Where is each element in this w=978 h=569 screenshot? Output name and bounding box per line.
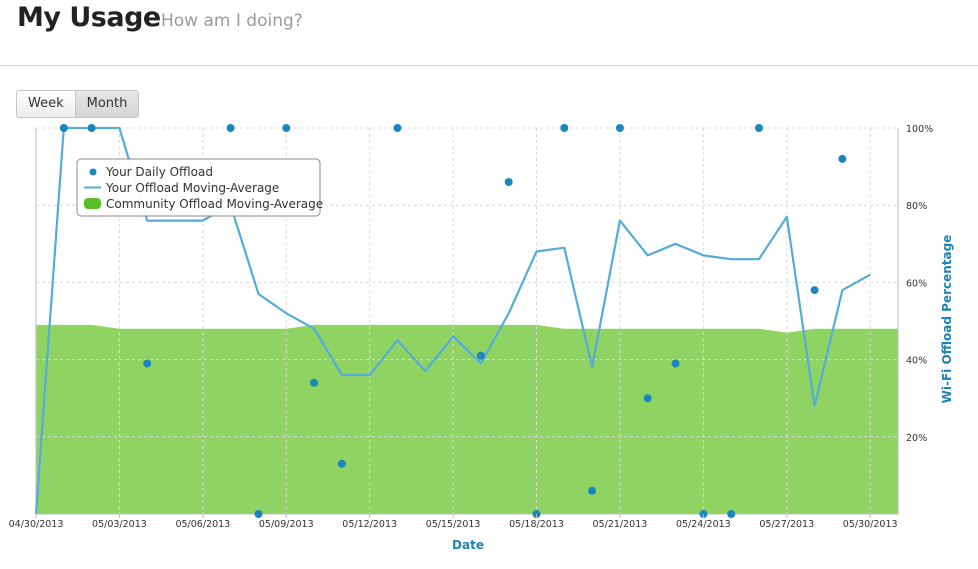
daily-offload-point <box>59 124 68 132</box>
y-tick-label: 40% <box>906 356 927 367</box>
x-axis-title: Date <box>452 538 484 552</box>
daily-offload-point <box>810 286 819 295</box>
daily-offload-point <box>838 154 847 163</box>
legend-label: Your Offload Moving-Average <box>105 181 279 195</box>
y-tick-label: 20% <box>906 433 927 444</box>
daily-offload-point <box>615 124 624 132</box>
y-tick-label: 80% <box>906 201 927 212</box>
page-subtitle: How am I doing? <box>161 11 303 31</box>
legend-swatch-daily-offload <box>89 168 97 176</box>
offload-moving-average-line <box>34 126 871 515</box>
page-title: My Usage <box>17 2 161 33</box>
daily-offload-point <box>393 124 402 132</box>
daily-offload-point <box>755 124 763 132</box>
daily-offload-point <box>337 459 346 468</box>
month-button[interactable]: Month <box>74 91 139 117</box>
x-tick-label: 05/30/2013 <box>843 519 898 530</box>
x-tick-label: 05/03/2013 <box>92 519 147 530</box>
x-tick-label: 05/06/2013 <box>175 519 230 530</box>
daily-offload-point <box>254 510 263 518</box>
daily-offload-point <box>727 510 736 518</box>
daily-offload-point <box>643 394 652 403</box>
daily-offload-point <box>87 124 96 132</box>
daily-offload-point <box>671 359 680 368</box>
y-axis-title: Wi-Fi Offload Percentage <box>940 235 954 404</box>
y-tick-label: 60% <box>906 278 927 289</box>
daily-offload-point <box>560 124 569 132</box>
daily-offload-point <box>504 178 513 186</box>
page-header: My Usage How am I doing? <box>0 0 978 66</box>
legend-swatch-community <box>84 198 101 209</box>
chart-legend: Your Daily Offload Your Offload Moving-Av… <box>76 158 323 217</box>
legend-box <box>76 158 321 217</box>
legend-label: Community Offload Moving-Average <box>106 197 323 211</box>
x-tick-label: 05/21/2013 <box>593 519 648 530</box>
x-tick-label: 05/15/2013 <box>426 519 481 530</box>
x-tick-label: 05/12/2013 <box>342 519 397 530</box>
x-tick-label: 05/24/2013 <box>676 519 731 530</box>
daily-offload-point <box>282 124 291 132</box>
daily-offload-point <box>476 351 485 360</box>
daily-offload-point <box>143 359 152 368</box>
daily-offload-point <box>226 124 235 132</box>
y-tick-label: 100% <box>906 124 933 135</box>
legend-label: Your Daily Offload <box>105 165 213 179</box>
daily-offload-point <box>588 486 597 495</box>
x-tick-label: 05/09/2013 <box>259 519 314 530</box>
x-tick-label: 05/27/2013 <box>759 519 814 530</box>
x-tick-label: 05/18/2013 <box>509 519 564 530</box>
x-tick-label: 04/30/2013 <box>9 519 64 530</box>
range-toggle: Week Month <box>16 90 140 118</box>
daily-offload-point <box>310 378 319 387</box>
community-moving-average-area <box>36 324 898 514</box>
week-button[interactable]: Week <box>17 91 75 117</box>
